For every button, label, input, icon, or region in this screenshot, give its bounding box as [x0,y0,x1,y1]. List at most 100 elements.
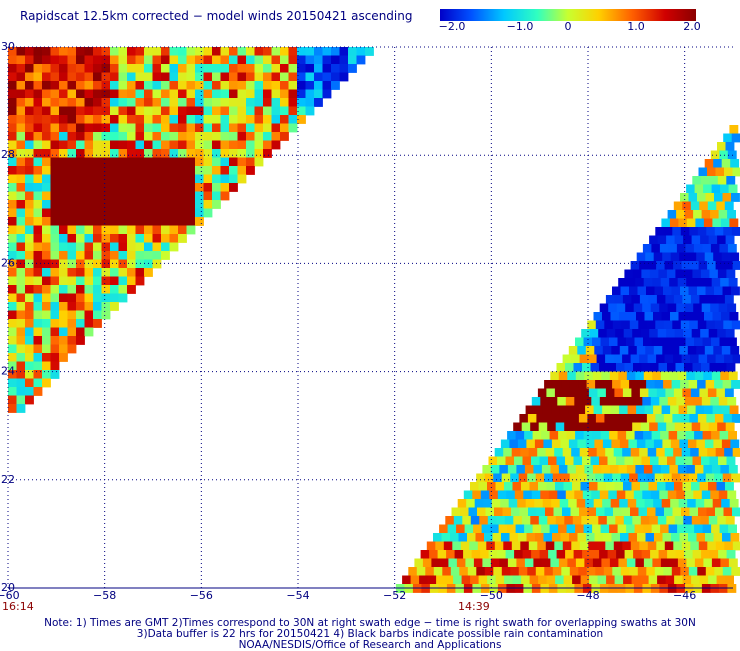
wind-cell [59,132,68,141]
wind-cell [643,431,652,440]
wind-cell [8,175,17,184]
wind-cell [631,355,640,364]
wind-cell [613,508,622,517]
wind-cell [161,209,170,218]
wind-cell [627,465,636,474]
wind-cell [544,533,553,542]
wind-cell [102,260,111,269]
wind-cell [110,98,119,107]
wind-cell [543,440,552,449]
wind-cell [161,47,170,56]
wind-cell [76,294,85,303]
wind-cell [564,423,573,432]
wind-cell [597,355,606,364]
wind-cell [187,158,196,167]
wind-cell [127,268,136,277]
wind-cell [700,516,709,525]
wind-cell [331,81,340,90]
wind-cell [187,141,196,150]
wind-cell [522,516,531,525]
wind-cell [195,200,204,209]
wind-cell [93,260,102,269]
wind-cell [323,81,332,90]
wind-cell [672,287,681,296]
wind-cell [102,294,111,303]
wind-cell [726,516,735,525]
wind-cell [654,440,663,449]
wind-cell [17,98,26,107]
wind-cell [604,380,613,389]
wind-cell [718,363,727,372]
wind-cell [729,219,738,228]
wind-cell [42,209,51,218]
wind-cell [42,217,51,226]
wind-cell [630,321,639,330]
wind-cell [238,149,247,158]
wind-cell [699,168,708,177]
wind-cell [59,56,68,65]
wind-cell [624,516,633,525]
wind-cell [674,576,683,585]
wind-cell [674,295,683,304]
wind-cell [723,474,732,483]
wind-cell [662,499,671,508]
wind-cell [17,319,26,328]
y-tick-label: 20 [1,581,15,594]
wind-cell [508,559,517,568]
wind-cell [433,533,442,542]
wind-cell [102,175,111,184]
wind-cell [506,550,515,559]
wind-cell [642,491,651,500]
wind-cell [85,81,94,90]
wind-cell [562,414,571,423]
wind-cell [710,304,719,313]
wind-cell [17,47,26,56]
wind-cell [119,81,128,90]
wind-cell [51,251,60,260]
wind-cell [666,236,675,245]
wind-cell [637,346,646,355]
wind-cell [34,251,43,260]
wind-cell [434,567,443,576]
wind-cell [255,141,264,150]
wind-cell [42,47,51,56]
wind-cell [8,90,17,99]
wind-cell [552,440,561,449]
wind-cell [170,175,179,184]
wind-cell [110,141,119,150]
wind-cell [238,166,247,175]
wind-cell [195,175,204,184]
wind-cell [144,260,153,269]
wind-cell [110,107,119,116]
wind-cell [110,158,119,167]
wind-cell [657,576,666,585]
wind-cell [331,56,340,65]
wind-cell [85,209,94,218]
wind-cell [68,115,77,124]
wind-cell [527,474,536,483]
wind-cell [625,304,634,313]
wind-cell [85,64,94,73]
wind-cell [238,47,247,56]
wind-cell [596,414,605,423]
wind-cell [153,183,162,192]
wind-cell [726,270,735,279]
wind-cell [119,268,128,277]
wind-cell [238,98,247,107]
wind-cell [263,149,272,158]
wind-cell [695,465,704,474]
wind-cell [59,192,68,201]
wind-cell [76,158,85,167]
wind-cell [682,542,691,551]
wind-cell [564,516,573,525]
wind-cell [204,47,213,56]
wind-cell [672,227,681,236]
wind-cell [707,542,716,551]
wind-cell [631,261,640,270]
wind-cell [601,431,610,440]
wind-cell [559,372,568,381]
wind-cell [25,268,34,277]
wind-cell [187,183,196,192]
wind-cell [553,474,562,483]
wind-cell [524,525,533,534]
